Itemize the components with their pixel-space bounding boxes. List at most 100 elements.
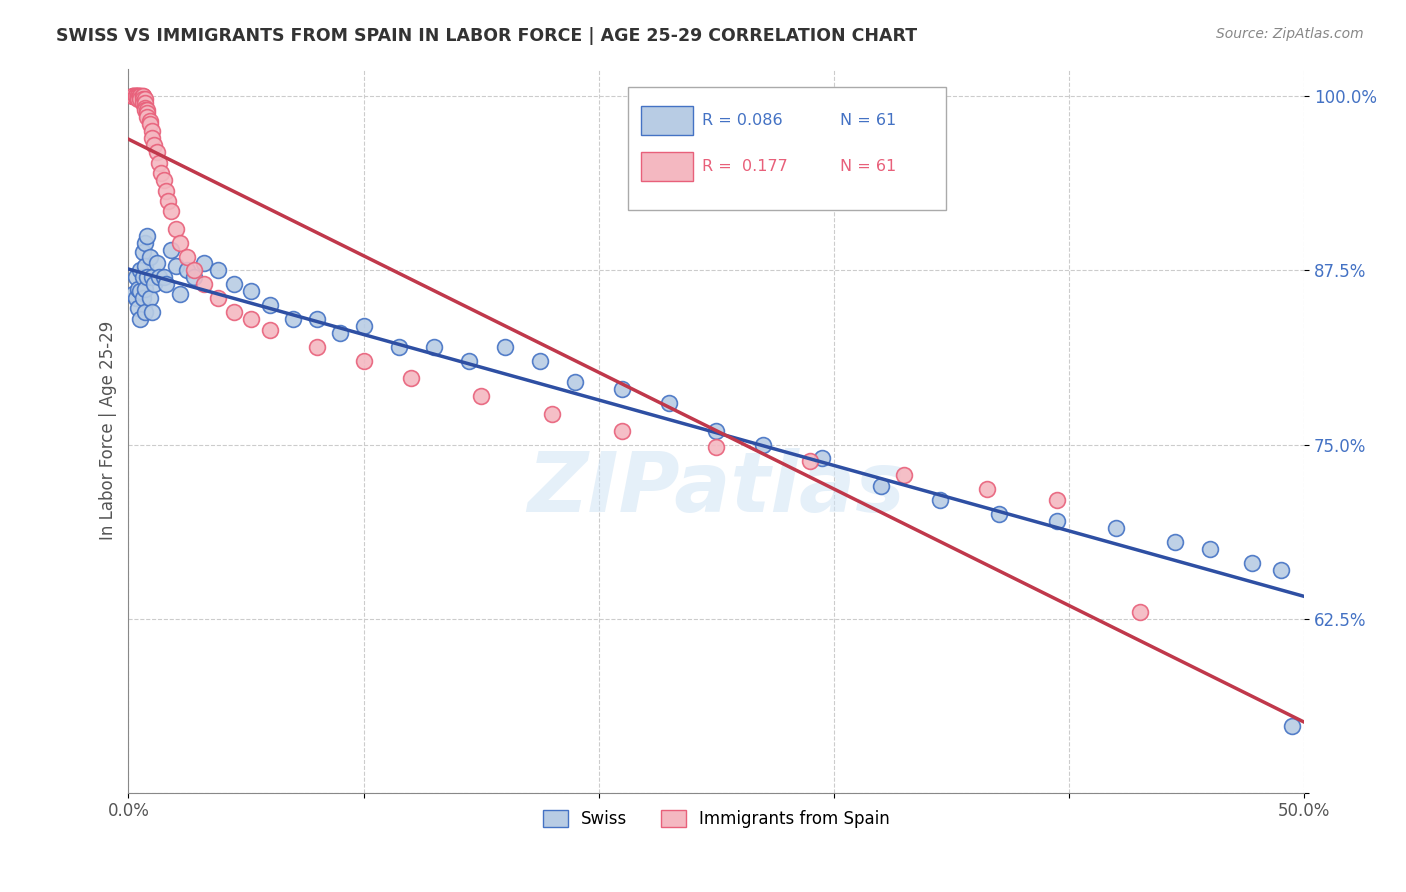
Point xyxy=(564,375,586,389)
Point xyxy=(239,312,262,326)
Point xyxy=(127,89,149,103)
Point xyxy=(136,110,159,124)
Point xyxy=(165,260,187,274)
Point xyxy=(1164,535,1187,549)
FancyBboxPatch shape xyxy=(628,87,946,210)
Point xyxy=(127,89,149,103)
Point xyxy=(124,89,146,103)
Point xyxy=(1199,541,1222,556)
Point xyxy=(399,370,422,384)
Point xyxy=(928,493,950,508)
Text: Source: ZipAtlas.com: Source: ZipAtlas.com xyxy=(1216,27,1364,41)
Point xyxy=(134,305,156,319)
Point xyxy=(207,291,229,305)
Point xyxy=(157,194,180,208)
Point xyxy=(127,301,149,315)
Point xyxy=(494,340,516,354)
Text: N = 61: N = 61 xyxy=(839,113,896,128)
Point xyxy=(976,482,998,496)
Point xyxy=(155,277,177,292)
Point xyxy=(224,305,246,319)
Point xyxy=(148,270,170,285)
Point xyxy=(169,235,191,250)
Point xyxy=(165,221,187,235)
Point xyxy=(129,89,152,103)
Point xyxy=(353,354,375,368)
Point xyxy=(131,96,153,111)
Point xyxy=(329,326,352,340)
Point xyxy=(388,340,411,354)
Point xyxy=(138,117,160,131)
Point xyxy=(281,312,304,326)
Point xyxy=(704,440,727,454)
Point xyxy=(122,89,145,103)
Point xyxy=(124,89,146,103)
Point xyxy=(704,424,727,438)
Point xyxy=(129,285,152,299)
Point xyxy=(207,263,229,277)
Point xyxy=(127,89,149,103)
Point xyxy=(134,101,156,115)
Point xyxy=(1105,521,1128,535)
Point xyxy=(353,319,375,334)
Point xyxy=(124,89,146,103)
Point xyxy=(129,92,152,106)
Point xyxy=(129,89,152,103)
Point xyxy=(1046,493,1069,508)
Point xyxy=(799,454,821,468)
Point xyxy=(159,203,181,218)
Point xyxy=(305,340,328,354)
Point xyxy=(127,92,149,106)
Point xyxy=(122,287,145,301)
Point xyxy=(1046,514,1069,528)
Point xyxy=(127,281,149,295)
Point xyxy=(141,131,163,145)
Point xyxy=(141,124,163,138)
Point xyxy=(1270,563,1292,577)
Point xyxy=(893,468,915,483)
Point xyxy=(131,245,153,260)
Text: R = 0.086: R = 0.086 xyxy=(702,113,783,128)
Point xyxy=(136,228,159,243)
Point xyxy=(145,145,167,159)
Point xyxy=(152,270,174,285)
Point xyxy=(470,389,492,403)
Point xyxy=(870,479,893,493)
Text: N = 61: N = 61 xyxy=(839,159,896,174)
Point xyxy=(176,250,198,264)
Point xyxy=(540,407,562,421)
Point xyxy=(134,235,156,250)
Point xyxy=(811,451,834,466)
Point xyxy=(134,96,156,111)
Point xyxy=(124,89,146,103)
Point xyxy=(1241,556,1264,570)
Point xyxy=(134,92,156,106)
Point xyxy=(129,312,152,326)
Point xyxy=(159,243,181,257)
FancyBboxPatch shape xyxy=(641,106,693,136)
Point xyxy=(612,424,634,438)
Point xyxy=(193,256,215,270)
Point xyxy=(155,184,177,198)
Point xyxy=(136,270,159,285)
Point xyxy=(612,382,634,396)
Point xyxy=(752,437,775,451)
Point xyxy=(141,270,163,285)
Point xyxy=(183,263,205,277)
Point xyxy=(239,285,262,299)
Point xyxy=(122,89,145,103)
Point xyxy=(124,89,146,103)
Point xyxy=(138,250,160,264)
Point xyxy=(131,291,153,305)
Point xyxy=(136,103,159,118)
Point xyxy=(987,507,1010,521)
Point xyxy=(658,395,681,409)
Point xyxy=(145,256,167,270)
Legend: Swiss, Immigrants from Spain: Swiss, Immigrants from Spain xyxy=(536,804,897,835)
Point xyxy=(169,287,191,301)
Point xyxy=(259,323,281,337)
Point xyxy=(122,89,145,103)
Point xyxy=(152,173,174,187)
Point xyxy=(129,263,152,277)
Text: SWISS VS IMMIGRANTS FROM SPAIN IN LABOR FORCE | AGE 25-29 CORRELATION CHART: SWISS VS IMMIGRANTS FROM SPAIN IN LABOR … xyxy=(56,27,917,45)
